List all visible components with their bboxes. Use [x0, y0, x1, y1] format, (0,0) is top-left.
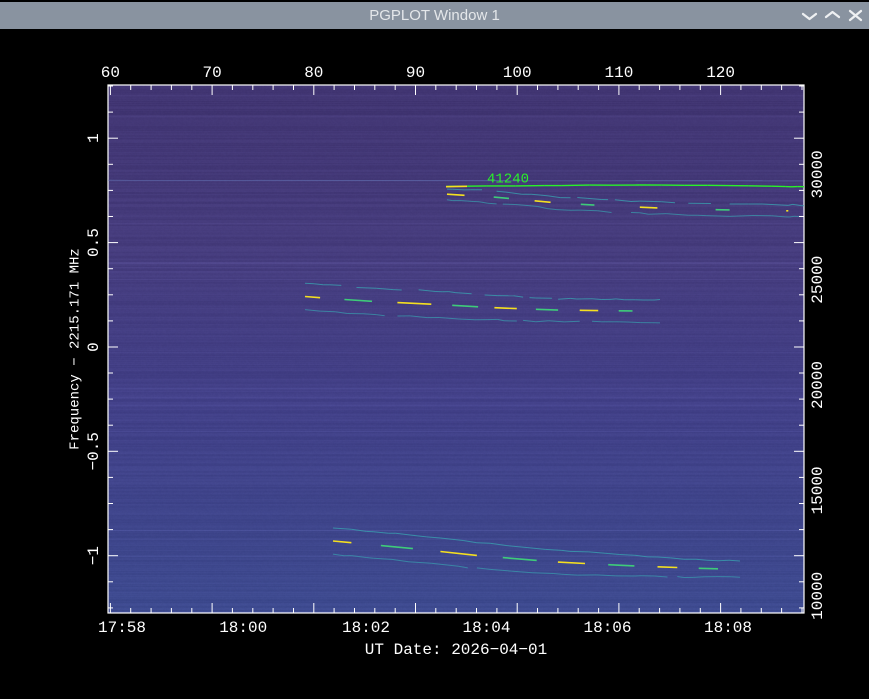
svg-text:18:00: 18:00	[219, 619, 267, 637]
svg-text:18:04: 18:04	[462, 619, 510, 637]
svg-text:41240: 41240	[487, 172, 529, 188]
svg-text:20000: 20000	[809, 361, 827, 409]
svg-text:15000: 15000	[809, 466, 827, 514]
svg-text:120: 120	[706, 64, 735, 82]
svg-text:0: 0	[85, 342, 103, 352]
svg-text:90: 90	[406, 64, 425, 82]
svg-text:25000: 25000	[809, 256, 827, 304]
svg-text:110: 110	[604, 64, 633, 82]
svg-text:18:08: 18:08	[704, 619, 752, 637]
svg-text:0.5: 0.5	[85, 228, 103, 257]
svg-text:1: 1	[85, 133, 103, 143]
svg-text:70: 70	[202, 64, 221, 82]
svg-text:80: 80	[304, 64, 323, 82]
svg-text:100: 100	[503, 64, 532, 82]
svg-text:18:06: 18:06	[583, 619, 631, 637]
svg-text:30000: 30000	[809, 150, 827, 198]
svg-text:−0.5: −0.5	[85, 432, 103, 470]
svg-text:Frequency − 2215.171 MHz: Frequency − 2215.171 MHz	[68, 248, 84, 450]
svg-text:18:02: 18:02	[342, 619, 390, 637]
svg-text:17:58: 17:58	[98, 619, 146, 637]
svg-text:10000: 10000	[809, 572, 827, 620]
svg-text:60: 60	[101, 64, 120, 82]
svg-text:−1: −1	[85, 546, 103, 565]
svg-text:UT Date: 2026−04−01: UT Date: 2026−04−01	[365, 641, 547, 659]
